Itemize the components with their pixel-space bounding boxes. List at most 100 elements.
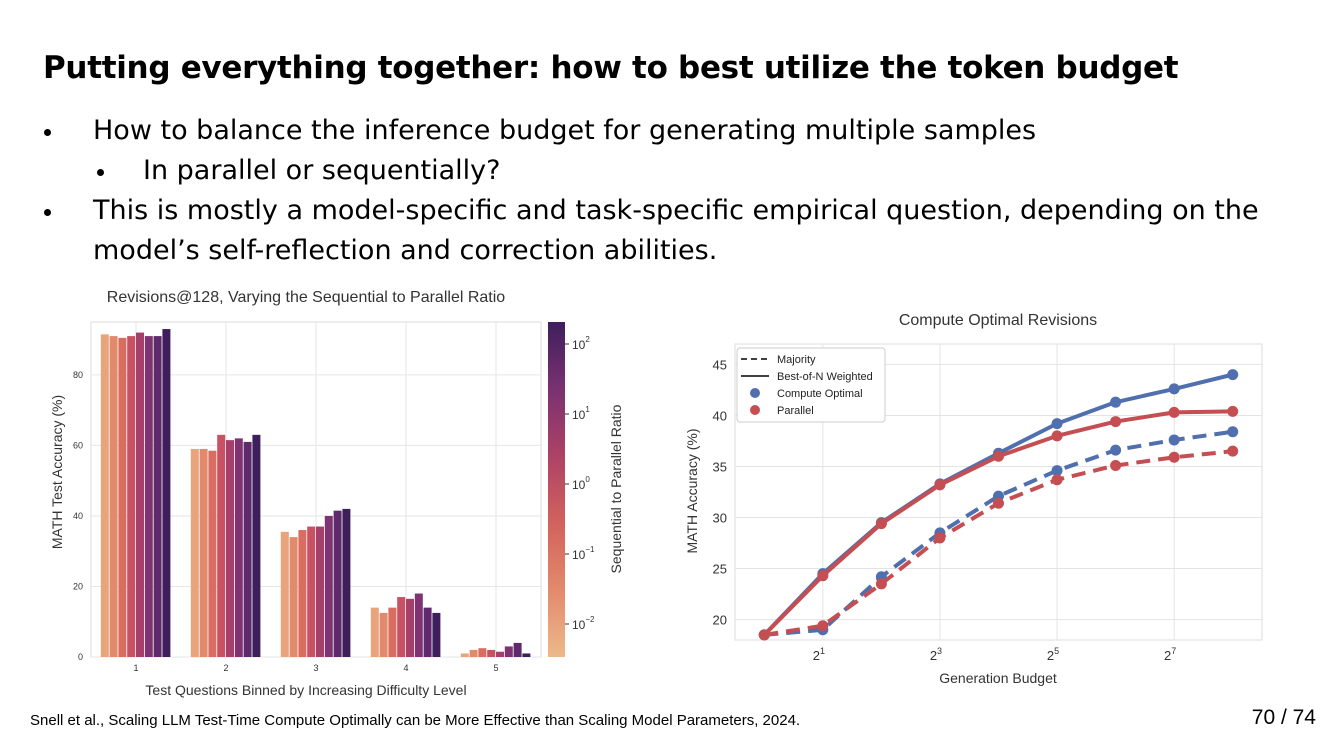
bullet-2-continuation: model’s self-reflection and correction a…: [93, 235, 718, 266]
bar: [252, 434, 261, 657]
colorbar-tick-label: 10−1: [572, 545, 595, 562]
line-point: [1168, 406, 1180, 418]
bar-chart-ylabel: MATH Test Accuracy (%): [49, 395, 65, 549]
bar: [298, 530, 307, 657]
line-point: [993, 450, 1004, 462]
bar: [217, 434, 226, 657]
bar: [127, 336, 136, 657]
line-point: [993, 497, 1004, 509]
bar: [199, 448, 208, 657]
bar-chart: Revisions@128, Varying the Sequential to…: [45, 282, 627, 702]
bar-xtick-label: 2: [223, 663, 228, 673]
line-point: [1110, 444, 1122, 456]
line-point: [1227, 426, 1239, 438]
bar: [513, 642, 522, 657]
line-ytick-label: 30: [713, 511, 727, 526]
bar: [324, 515, 333, 657]
sub-bullet-dot: [97, 169, 104, 176]
bar-ytick-label: 80: [73, 370, 83, 380]
bar: [522, 653, 531, 657]
line-point: [875, 518, 887, 530]
line-ytick-label: 25: [713, 562, 727, 577]
line-series-dashed: [764, 429, 1233, 637]
line-chart-xlabel: Generation Budget: [939, 670, 1057, 686]
bar: [478, 648, 487, 657]
bar: [280, 531, 289, 657]
bar: [370, 607, 379, 657]
bar: [504, 646, 513, 657]
line-point: [1051, 465, 1063, 477]
bar: [432, 612, 441, 657]
bullet-dot: [44, 209, 51, 216]
line-chart-legend: Majority Best-of-N Weighted Compute Opti…: [736, 347, 886, 423]
bar-ytick-label: 60: [73, 440, 83, 450]
colorbar-tick-label: 101: [572, 405, 590, 422]
sub-bullet-1: In parallel or sequentially?: [143, 155, 501, 186]
line-point: [934, 532, 946, 544]
line-point: [1051, 418, 1063, 430]
bar: [153, 336, 162, 657]
bar: [487, 649, 496, 657]
bullet-2: This is mostly a model-specific and task…: [93, 195, 1259, 226]
line-point: [1227, 369, 1239, 381]
citation-footer: Snell et al., Scaling LLM Test-Time Comp…: [30, 712, 801, 729]
bar: [316, 526, 324, 657]
bar: [460, 653, 469, 657]
bar: [414, 593, 423, 657]
line-point: [1110, 396, 1122, 408]
bullet-dot: [44, 129, 51, 136]
bar-chart-svg: Revisions@128, Varying the Sequential to…: [49, 289, 624, 698]
line-point: [1110, 416, 1122, 428]
bar-ytick-label: 40: [73, 511, 83, 521]
colorbar-tick-label: 102: [572, 335, 590, 352]
line-point: [1051, 430, 1063, 442]
line-point: [1168, 451, 1180, 463]
line-ytick-label: 20: [713, 613, 727, 628]
bar: [100, 334, 109, 657]
bar-ytick-label: 0: [78, 652, 83, 662]
line-chart-title: Compute Optimal Revisions: [899, 312, 1097, 329]
line-ytick-label: 45: [713, 357, 727, 372]
line-point: [1227, 405, 1239, 417]
bar: [469, 649, 478, 657]
bar: [342, 508, 351, 657]
bar: [208, 450, 217, 657]
bar: [379, 612, 388, 657]
colorbar-tick-label: 10−2: [572, 615, 595, 632]
bar: [388, 607, 397, 657]
colorbar: [548, 322, 565, 657]
bar-xtick-label: 3: [313, 663, 318, 673]
bar: [118, 337, 127, 657]
bar: [423, 607, 432, 657]
bar: [226, 440, 234, 657]
line-point: [875, 578, 887, 590]
line-point: [817, 620, 829, 632]
line-point: [1168, 434, 1180, 446]
colorbar-label: Sequential to Parallel Ratio: [608, 404, 624, 573]
line-chart: Compute Optimal Revisions 20 25 30 35 40 45 2…: [683, 306, 1265, 690]
line-chart-ylabel: MATH Accuracy (%): [684, 429, 700, 554]
bar-xtick-label: 4: [403, 663, 408, 673]
line-point: [817, 570, 829, 582]
bar-chart-xlabel: Test Questions Binned by Increasing Diff…: [145, 682, 466, 698]
line-point: [1168, 383, 1180, 395]
bar: [144, 336, 153, 657]
bar: [190, 448, 199, 657]
bar: [333, 510, 342, 657]
bar: [109, 336, 118, 657]
bar: [307, 526, 316, 657]
line-point: [758, 629, 770, 641]
bullet-1: How to balance the inference budget for …: [93, 115, 1037, 146]
line-point: [1110, 459, 1122, 471]
bar-chart-title: Revisions@128, Varying the Sequential to…: [107, 289, 505, 306]
bar: [162, 329, 171, 657]
legend-parallel: Parallel: [777, 405, 814, 417]
page-number: 70 / 74: [1251, 706, 1316, 729]
line-point: [1051, 474, 1063, 486]
bar: [136, 332, 144, 657]
line-ytick-label: 40: [713, 408, 727, 423]
bar: [397, 597, 406, 657]
bar-xtick-label: 1: [133, 663, 138, 673]
bar-xtick-label: 5: [493, 663, 498, 673]
